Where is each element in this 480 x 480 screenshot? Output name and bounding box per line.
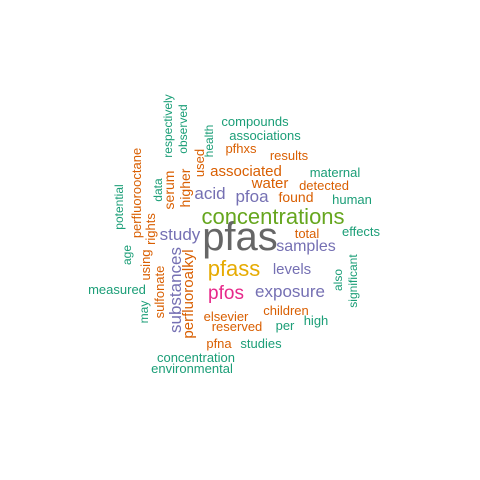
- word-also: also: [331, 269, 345, 291]
- word-used: used: [192, 149, 207, 177]
- word-water: water: [251, 175, 289, 192]
- word-measured: measured: [88, 282, 146, 297]
- word-detected: detected: [299, 178, 349, 193]
- word-pfass: pfass: [208, 256, 261, 281]
- word-results: results: [270, 148, 309, 163]
- word-data: data: [151, 178, 165, 202]
- word-high: high: [304, 313, 329, 328]
- word-maternal: maternal: [310, 165, 361, 180]
- word-per: per: [276, 318, 295, 333]
- word-effects: effects: [342, 224, 381, 239]
- word-studies: studies: [240, 336, 282, 351]
- word-pfas: pfas: [202, 215, 278, 259]
- word-may: may: [137, 301, 151, 324]
- word-pfos: pfos: [208, 283, 244, 304]
- word-associations: associations: [229, 128, 301, 143]
- word-serum: serum: [161, 171, 177, 210]
- word-concentration: concentration: [157, 350, 235, 365]
- word-human: human: [332, 192, 372, 207]
- word-observed: observed: [176, 104, 190, 153]
- word-health: health: [202, 125, 216, 158]
- word-found: found: [278, 189, 313, 205]
- word-study: study: [160, 225, 201, 244]
- word-levels: levels: [273, 261, 311, 278]
- word-sulfonate: sulfonate: [152, 266, 167, 319]
- word-using: using: [138, 249, 153, 280]
- word-acid: acid: [194, 184, 225, 203]
- word-samples: samples: [276, 238, 336, 255]
- word-reserved: reserved: [212, 319, 263, 334]
- word-pfoa: pfoa: [235, 187, 269, 206]
- word-pfhxs: pfhxs: [225, 141, 257, 156]
- word-age: age: [120, 245, 134, 265]
- word-children: children: [263, 303, 309, 318]
- word-exposure: exposure: [255, 282, 325, 301]
- word-environmental: environmental: [151, 361, 233, 376]
- word-associated: associated: [210, 163, 282, 180]
- word-substances: substances: [166, 247, 185, 333]
- word-concentrations: concentrations: [201, 204, 344, 229]
- word-significant: significant: [346, 254, 360, 308]
- word-higher: higher: [177, 168, 193, 207]
- word-elsevier: elsevier: [204, 309, 249, 324]
- word-pfna: pfna: [206, 336, 232, 351]
- word-perfluoroalkyl: perfluoroalkyl: [180, 249, 197, 338]
- word-potential: potential: [112, 184, 126, 229]
- word-rights: rights: [143, 213, 158, 245]
- word-respectively: respectively: [161, 94, 175, 157]
- word-compounds: compounds: [221, 114, 289, 129]
- word-perfluorooctane: perfluorooctane: [129, 148, 144, 238]
- word-total: total: [295, 226, 320, 241]
